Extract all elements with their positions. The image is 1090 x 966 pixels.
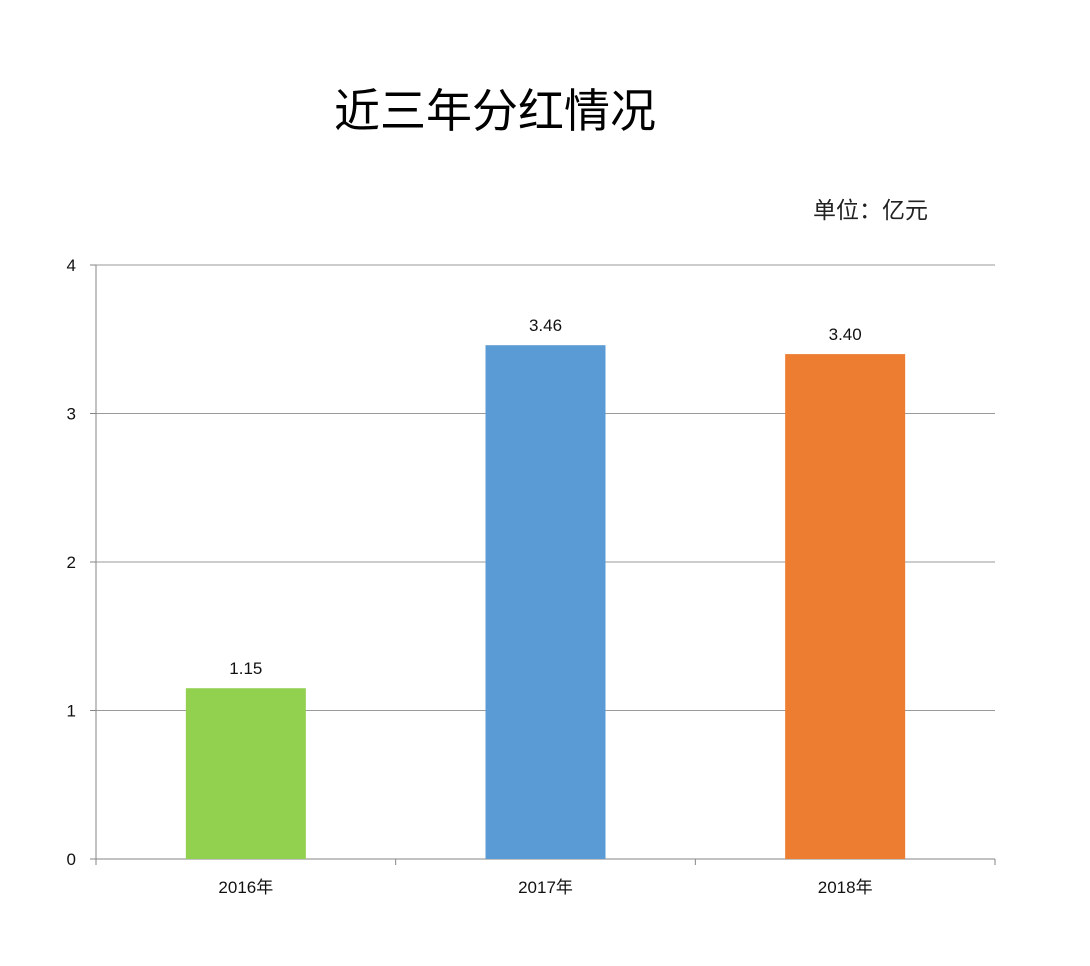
bar-2016年 [185,688,306,859]
bar-2017年 [485,345,606,859]
data-label: 1.15 [229,659,262,678]
x-tick-label: 2016年 [218,878,273,897]
unit-label: 单位：亿元 [813,198,928,224]
y-tick-label: 1 [67,702,76,721]
y-tick-label: 3 [67,405,76,424]
y-tick-label: 4 [67,256,76,275]
y-tick-label: 0 [67,850,76,869]
x-tick-label: 2018年 [818,878,873,897]
data-label: 3.46 [529,316,562,335]
y-tick-label: 2 [67,553,76,572]
x-tick-label: 2017年 [518,878,573,897]
bar-2018年 [785,354,906,859]
data-label: 3.40 [829,325,862,344]
chart-title: 近三年分红情况 [334,84,656,138]
